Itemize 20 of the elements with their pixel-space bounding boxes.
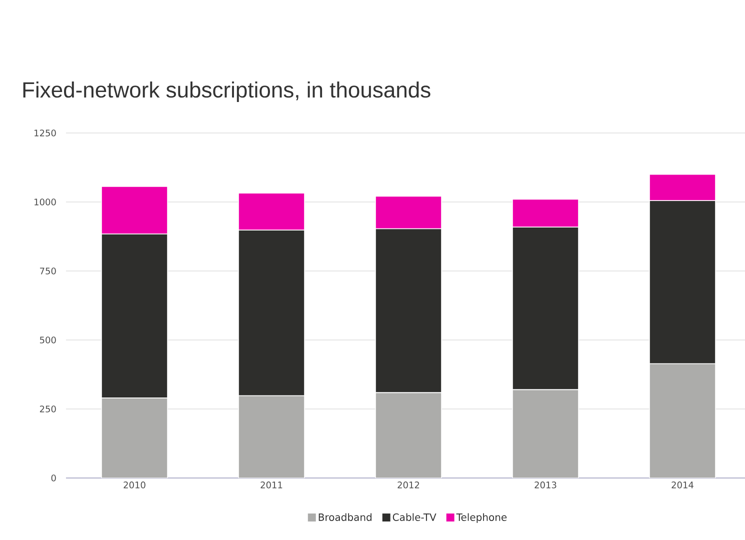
chart-title: Fixed-network subscriptions, in thousands <box>23 82 430 102</box>
bar <box>101 398 168 478</box>
bar <box>238 395 305 478</box>
x-tick-label: 2012 <box>398 482 420 488</box>
bar <box>649 363 716 478</box>
x-tick-label: 2013 <box>534 482 556 488</box>
y-tick-label: 1250 <box>34 130 56 136</box>
legend-label: Broadband <box>318 513 372 521</box>
x-tick-label: 2011 <box>260 482 282 488</box>
y-tick-label: 500 <box>40 336 56 344</box>
y-tick-label: 750 <box>40 268 56 274</box>
bar <box>512 389 579 478</box>
legend-label: Cable-TV <box>392 513 436 521</box>
y-tick-label: 0 <box>51 474 56 482</box>
y-tick-label: 250 <box>40 406 56 412</box>
bar <box>375 392 442 478</box>
legend-label: Telephone <box>456 513 507 523</box>
x-tick-label: 2010 <box>124 482 146 488</box>
x-tick-label: 2014 <box>672 482 694 488</box>
y-tick-label: 1000 <box>34 198 56 206</box>
